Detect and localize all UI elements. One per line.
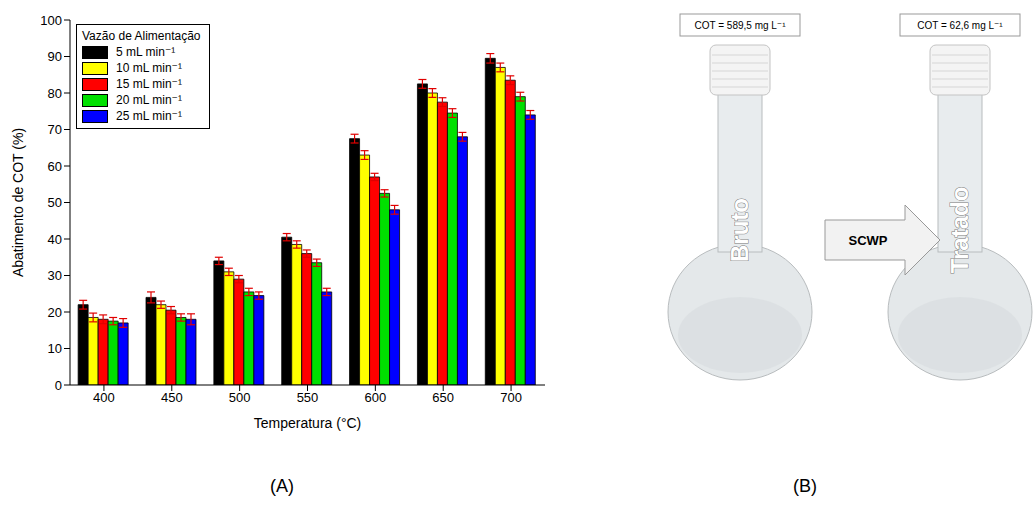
html-text:Vazão de Alimentação: Vazão de Alimentação xyxy=(82,29,201,43)
svg-text:40: 40 xyxy=(48,232,62,247)
svg-text:80: 80 xyxy=(48,86,62,101)
svg-text:Abatimento de COT (%): Abatimento de COT (%) xyxy=(10,128,26,277)
svg-text:COT = 589,5 mg L⁻¹: COT = 589,5 mg L⁻¹ xyxy=(695,20,787,31)
svg-text:600: 600 xyxy=(365,390,387,405)
html-text:20 mL min⁻¹: 20 mL min⁻¹ xyxy=(116,93,182,107)
svg-text:650: 650 xyxy=(432,390,454,405)
svg-text:450: 450 xyxy=(161,390,183,405)
svg-text:100: 100 xyxy=(40,13,62,28)
svg-text:400: 400 xyxy=(93,390,115,405)
svg-text:30: 30 xyxy=(48,268,62,283)
html-text:5 mL min⁻¹: 5 mL min⁻¹ xyxy=(116,45,176,59)
svg-text:550: 550 xyxy=(297,390,319,405)
html-text:10 mL min⁻¹: 10 mL min⁻¹ xyxy=(116,61,182,75)
svg-text:70: 70 xyxy=(48,122,62,137)
svg-text:0: 0 xyxy=(55,378,62,393)
svg-text:50: 50 xyxy=(48,195,62,210)
svg-text:20: 20 xyxy=(48,305,62,320)
svg-text:10: 10 xyxy=(48,341,62,356)
svg-text:COT = 62,6 mg L⁻¹: COT = 62,6 mg L⁻¹ xyxy=(917,20,1003,31)
svg-text:500: 500 xyxy=(229,390,251,405)
html-text:25 mL min⁻¹: 25 mL min⁻¹ xyxy=(116,109,182,123)
svg-text:Tratado: Tratado xyxy=(946,187,973,274)
svg-text:60: 60 xyxy=(48,159,62,174)
html-text:(B): (B) xyxy=(793,476,817,496)
html-text:(A): (A) xyxy=(270,476,294,496)
svg-text:Temperatura (°C): Temperatura (°C) xyxy=(254,415,362,431)
html-text:15 mL min⁻¹: 15 mL min⁻¹ xyxy=(116,77,182,91)
svg-text:SCWP: SCWP xyxy=(849,233,888,248)
svg-text:Bruto: Bruto xyxy=(726,198,753,262)
svg-text:90: 90 xyxy=(48,49,62,64)
svg-text:700: 700 xyxy=(500,390,522,405)
